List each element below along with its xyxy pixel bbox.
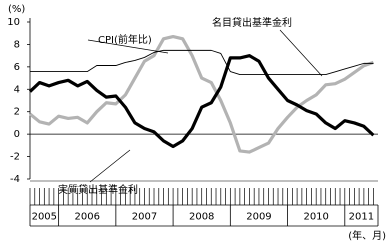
y-tick-label: -2 (10, 152, 20, 163)
series-label: 名目貸出基準金利 (212, 16, 292, 29)
y-tick-label: 8 (14, 39, 20, 50)
y-tick-label: 2 (14, 107, 20, 118)
y-tick-label: 4 (14, 84, 20, 95)
series-label: CPI(前年比) (98, 33, 152, 46)
x-tick-label: 2010 (303, 212, 328, 223)
x-tick-label: 2009 (246, 212, 271, 223)
y-tick-label: 0 (14, 129, 20, 140)
y-tick-label: -4 (10, 174, 20, 185)
series-line (28, 54, 375, 149)
x-tick-label: 2008 (189, 212, 214, 223)
series-line (30, 49, 374, 76)
x-tick-label: 2007 (132, 212, 157, 223)
x-unit: (年、月) (348, 229, 386, 242)
y-tick-label: 6 (14, 62, 20, 73)
leader-line (87, 39, 169, 54)
y-unit: (%) (8, 4, 25, 15)
series-label: 実質貸出基準金利 (58, 183, 138, 196)
x-tick-label: 2011 (349, 212, 374, 223)
series-line (28, 34, 374, 154)
leader-line (89, 149, 131, 183)
leader-line (279, 29, 323, 77)
y-tick-label: 10 (7, 17, 20, 28)
x-tick-label: 2006 (75, 212, 100, 223)
x-tick-label: 2005 (32, 212, 57, 223)
